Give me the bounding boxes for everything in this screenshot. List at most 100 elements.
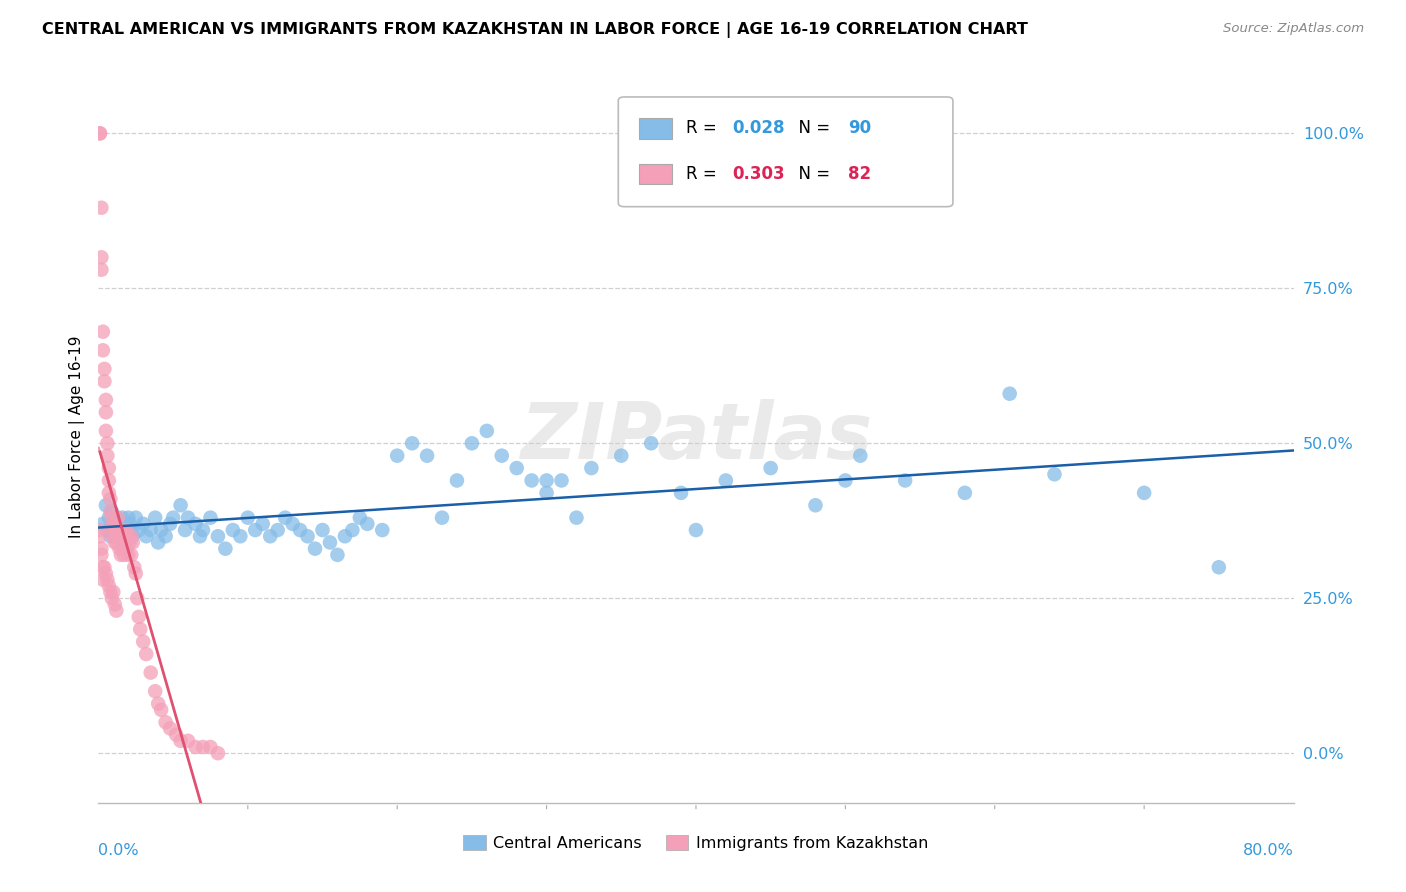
Point [121,535,143,549]
Point [120,529,142,543]
Point [759,461,782,475]
Point [1208,560,1230,574]
Point [259,529,281,543]
Point [103,529,125,543]
Point [207,746,229,760]
Text: 82: 82 [848,165,870,183]
Point [129,622,152,636]
Point [311,523,333,537]
Point [132,516,155,531]
Point [894,474,917,488]
Text: CENTRAL AMERICAN VS IMMIGRANTS FROM KAZAKHSTAN IN LABOR FORCE | AGE 16-19 CORREL: CENTRAL AMERICAN VS IMMIGRANTS FROM KAZA… [42,22,1028,38]
Point [200,510,222,524]
Point [1043,467,1066,482]
Point [111,541,134,556]
Point [143,684,166,698]
Point [229,529,252,543]
Point [97,474,120,488]
Point [491,449,513,463]
Point [536,486,558,500]
Point [114,541,136,556]
Point [112,529,135,543]
Point [804,498,827,512]
Point [430,510,453,524]
Point [94,424,117,438]
Text: 0.303: 0.303 [733,165,785,183]
Point [191,739,214,754]
Point [117,548,139,562]
Point [245,523,267,537]
Text: 90: 90 [848,120,870,137]
Point [115,523,138,537]
Point [96,523,118,537]
Point [207,529,229,543]
Point [252,516,274,531]
Point [132,634,155,648]
Point [108,523,131,537]
Text: 0.0%: 0.0% [98,843,139,858]
Point [110,548,132,562]
Point [105,535,128,549]
Point [834,474,856,488]
Point [105,604,128,618]
Point [184,516,207,531]
Point [103,516,125,531]
Point [127,591,149,606]
Point [93,560,115,574]
Text: R =: R = [686,120,723,137]
Text: 80.0%: 80.0% [1243,843,1294,858]
Point [150,523,173,537]
Point [222,523,245,537]
Point [342,523,364,537]
Point [640,436,662,450]
Point [200,739,222,754]
Point [120,548,142,562]
Point [101,504,124,518]
Point [115,523,138,537]
Point [110,529,132,543]
Point [118,516,141,531]
Point [107,529,129,543]
Point [118,535,141,549]
Point [475,424,498,438]
Point [135,529,157,543]
Point [114,516,136,531]
Point [139,523,162,537]
Point [550,474,572,488]
Point [104,523,127,537]
FancyBboxPatch shape [638,163,672,184]
Point [371,523,394,537]
Point [91,516,114,531]
Point [90,250,112,264]
Text: 0.028: 0.028 [733,120,785,137]
Point [97,510,120,524]
FancyBboxPatch shape [638,118,672,138]
Point [101,523,124,537]
Point [319,535,342,549]
Point [236,510,259,524]
Point [89,523,111,537]
Point [112,529,135,543]
Text: R =: R = [686,165,723,183]
Point [288,523,311,537]
Point [91,560,114,574]
Point [184,739,207,754]
Point [98,504,122,518]
Point [162,510,184,524]
Point [536,474,558,488]
Point [108,541,131,556]
Point [90,548,112,562]
Point [98,529,122,543]
Point [97,579,120,593]
Point [148,697,170,711]
Point [174,523,197,537]
Point [112,548,135,562]
Point [107,510,129,524]
Point [565,510,588,524]
Point [94,566,117,581]
Point [97,486,120,500]
Point [520,474,543,488]
Point [93,374,115,388]
Point [91,573,114,587]
Point [115,541,138,556]
